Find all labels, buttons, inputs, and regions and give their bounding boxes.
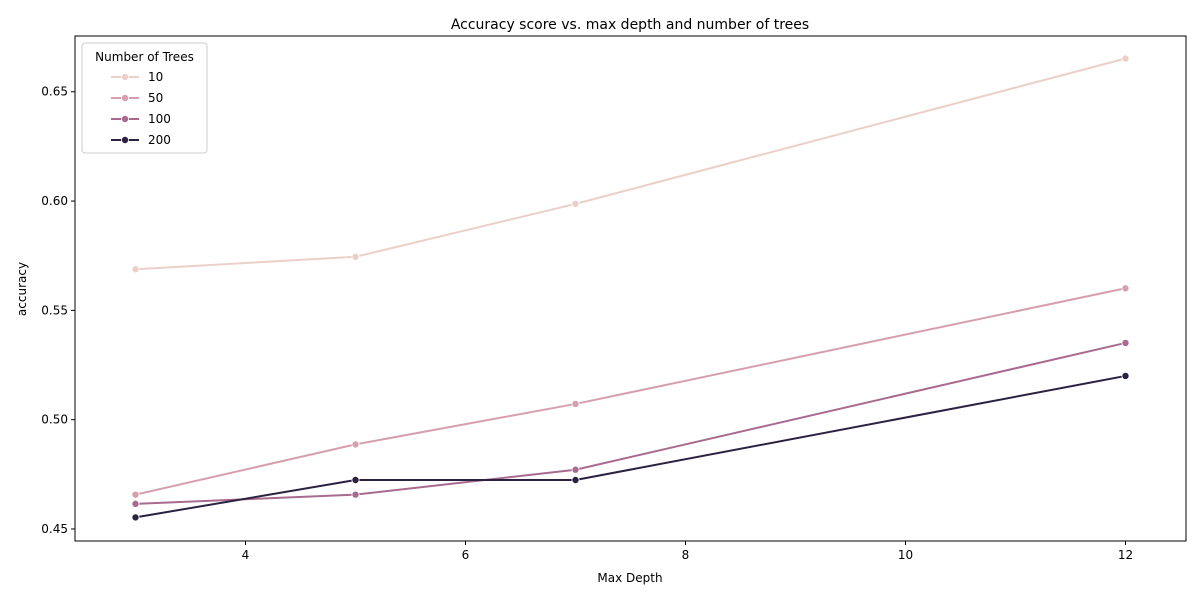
series-line-200 (135, 374, 1126, 519)
data-point (351, 440, 360, 449)
data-point (1121, 54, 1130, 63)
legend-label: 200 (148, 133, 171, 147)
y-tick-label: 0.50 (41, 413, 68, 427)
data-point (1121, 284, 1130, 293)
legend-title: Number of Trees (95, 50, 194, 64)
legend-swatch-marker (121, 135, 130, 144)
y-tick-label: 0.45 (41, 522, 68, 536)
y-tick-label: 0.55 (41, 303, 68, 317)
x-tick-label: 4 (242, 548, 250, 562)
legend-swatch-marker (121, 94, 130, 103)
legend-box (81, 42, 208, 154)
data-point (1121, 371, 1130, 380)
plot-frame (74, 35, 1187, 542)
legend: Number of Trees 10 50 100 200 (81, 42, 208, 154)
x-axis-label: Max Depth (597, 571, 662, 585)
x-tick-label: 8 (682, 548, 690, 562)
data-point (131, 499, 140, 508)
data-point (351, 490, 360, 499)
legend-swatch-marker (121, 115, 130, 124)
x-tick-label: 6 (462, 548, 470, 562)
data-point (571, 476, 580, 485)
legend-swatch-marker (121, 73, 130, 82)
data-point (571, 199, 580, 208)
data-point (351, 476, 360, 485)
data-point (131, 490, 140, 499)
y-axis-label: accuracy (15, 262, 29, 316)
data-point (571, 465, 580, 474)
x-tick-label: 10 (898, 548, 913, 562)
x-axis: 4 6 8 10 12 (242, 541, 1133, 562)
chart-title: Accuracy score vs. max depth and number … (451, 17, 809, 33)
y-axis: 0.45 0.50 0.55 0.60 0.65 (41, 85, 75, 536)
legend-label: 10 (148, 70, 163, 84)
data-point (351, 252, 360, 261)
data-point (131, 265, 140, 274)
y-tick-label: 0.65 (41, 85, 68, 99)
data-point (131, 513, 140, 522)
data-point (571, 399, 580, 408)
data-point (1121, 338, 1130, 347)
series-line-10 (135, 57, 1126, 271)
legend-label: 100 (148, 112, 171, 126)
y-tick-label: 0.60 (41, 194, 68, 208)
legend-label: 50 (148, 91, 163, 105)
x-tick-label: 12 (1118, 548, 1133, 562)
series-line-50 (135, 287, 1126, 496)
series-line-100 (135, 341, 1126, 505)
plot-area (131, 54, 1130, 522)
